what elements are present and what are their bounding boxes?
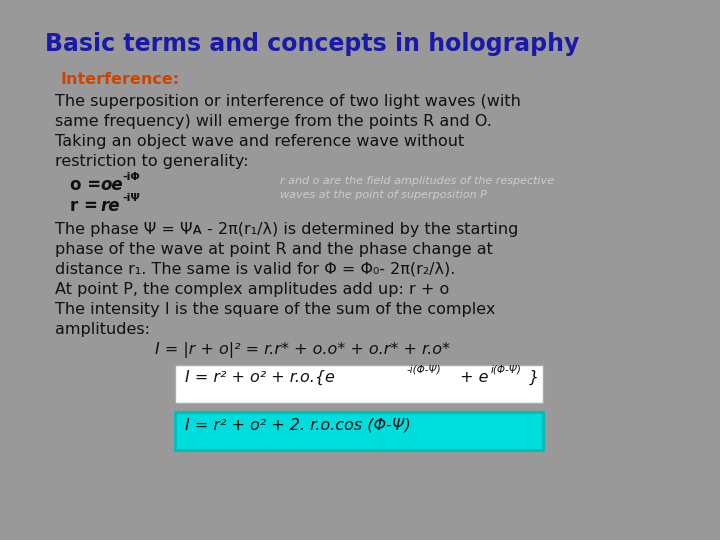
Text: The phase Ψ = Ψᴀ - 2π(r₁/λ) is determined by the starting: The phase Ψ = Ψᴀ - 2π(r₁/λ) is determine… <box>55 222 518 237</box>
Text: oe: oe <box>100 176 122 194</box>
Text: }: } <box>529 370 539 385</box>
Text: i(Φ-Ψ): i(Φ-Ψ) <box>491 365 522 375</box>
Text: o =: o = <box>70 176 107 194</box>
Text: r and o are the field amplitudes of the respective: r and o are the field amplitudes of the … <box>280 176 554 186</box>
Text: Basic terms and concepts in holography: Basic terms and concepts in holography <box>45 32 580 56</box>
Text: waves at the point of superposition P: waves at the point of superposition P <box>280 190 487 200</box>
Text: same frequency) will emerge from the points R and O.: same frequency) will emerge from the poi… <box>55 114 492 129</box>
Text: amplitudes:: amplitudes: <box>55 322 150 337</box>
Text: -iΨ: -iΨ <box>122 193 140 203</box>
Text: I = r² + o² + 2. r.o.cos (Φ-Ψ): I = r² + o² + 2. r.o.cos (Φ-Ψ) <box>185 417 410 432</box>
Text: The superposition or interference of two light waves (with: The superposition or interference of two… <box>55 94 521 109</box>
Bar <box>175 365 543 403</box>
Text: Interference:: Interference: <box>60 72 179 87</box>
Text: -i(Φ-Ψ): -i(Φ-Ψ) <box>407 365 441 375</box>
Text: I = |r + o|² = r.r* + o.o* + o.r* + r.o*: I = |r + o|² = r.r* + o.o* + o.r* + r.o* <box>155 342 450 358</box>
Text: restriction to generality:: restriction to generality: <box>55 154 248 169</box>
Text: At point P, the complex amplitudes add up: r + o: At point P, the complex amplitudes add u… <box>55 282 449 297</box>
Text: + e: + e <box>455 370 488 385</box>
Text: -iΦ: -iΦ <box>122 172 140 182</box>
Text: re: re <box>100 197 120 215</box>
Text: The intensity I is the square of the sum of the complex: The intensity I is the square of the sum… <box>55 302 495 317</box>
Text: Taking an object wave and reference wave without: Taking an object wave and reference wave… <box>55 134 464 149</box>
Text: I = r² + o² + r.o.{e: I = r² + o² + r.o.{e <box>185 370 335 385</box>
Bar <box>175 412 543 450</box>
Text: r =: r = <box>70 197 104 215</box>
Text: distance r₁. The same is valid for Φ = Φ₀- 2π(r₂/λ).: distance r₁. The same is valid for Φ = Φ… <box>55 262 455 277</box>
Text: phase of the wave at point R and the phase change at: phase of the wave at point R and the pha… <box>55 242 493 257</box>
